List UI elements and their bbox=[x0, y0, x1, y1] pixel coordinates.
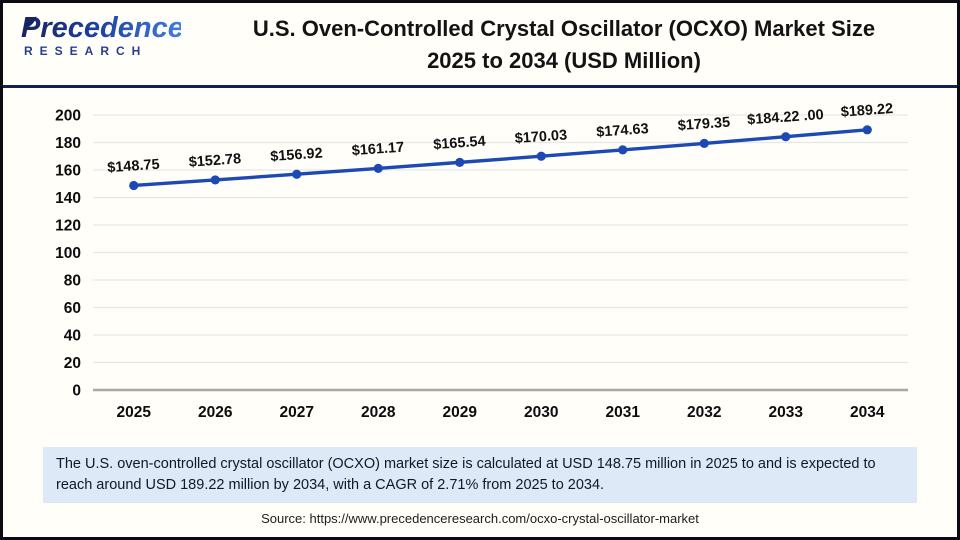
x-tick-label: 2029 bbox=[443, 404, 478, 421]
point-label: $184.22 .00 bbox=[747, 107, 825, 128]
chart-title: U.S. Oven-Controlled Crystal Oscillator … bbox=[183, 13, 945, 77]
y-tick-label: 20 bbox=[64, 355, 81, 372]
point-label: $165.54 bbox=[433, 134, 486, 154]
data-point bbox=[292, 169, 302, 179]
point-label: $156.92 bbox=[270, 145, 323, 165]
chart-title-line1: U.S. Oven-Controlled Crystal Oscillator … bbox=[252, 16, 876, 41]
x-tick-label: 2027 bbox=[280, 404, 314, 421]
point-label: $170.03 bbox=[514, 127, 567, 147]
y-tick-label: 80 bbox=[64, 273, 81, 290]
data-point bbox=[210, 175, 220, 185]
chart-title-line2: 2025 to 2034 (USD Million) bbox=[427, 48, 701, 73]
x-tick-label: 2026 bbox=[198, 404, 233, 421]
leaf-icon bbox=[24, 16, 37, 29]
y-tick-label: 140 bbox=[55, 190, 81, 207]
x-tick-label: 2031 bbox=[606, 404, 641, 421]
x-tick-label: 2028 bbox=[361, 404, 396, 421]
data-point bbox=[129, 180, 139, 191]
line-chart: 0 20 40 60 80 100 120 140 160 180 200 2025 2026 2027 2… bbox=[23, 95, 943, 443]
point-label: $179.35 bbox=[677, 115, 730, 135]
source-line: Source: https://www.precedenceresearch.c… bbox=[261, 511, 699, 526]
x-tick-label: 2032 bbox=[687, 404, 721, 421]
x-tick-label: 2033 bbox=[769, 404, 804, 421]
data-point bbox=[536, 151, 546, 161]
point-label: $161.17 bbox=[351, 140, 404, 160]
brand-logo: Precedence RESEARCH bbox=[21, 12, 184, 58]
y-tick-label: 180 bbox=[55, 135, 81, 152]
data-point bbox=[455, 157, 465, 167]
x-tick-label: 2034 bbox=[850, 404, 885, 421]
header: Precedence RESEARCH U.S. Oven-Controlled… bbox=[3, 3, 957, 85]
header-divider bbox=[3, 85, 957, 88]
summary-note: The U.S. oven-controlled crystal oscilla… bbox=[43, 447, 917, 503]
data-point bbox=[373, 163, 383, 173]
y-tick-label: 100 bbox=[55, 245, 81, 262]
data-point bbox=[699, 138, 709, 148]
chart-svg: 0 20 40 60 80 100 120 140 160 180 200 2025 2026 2027 2… bbox=[55, 101, 908, 421]
data-point bbox=[862, 125, 872, 135]
x-tick-label: 2030 bbox=[524, 404, 558, 421]
data-point bbox=[781, 132, 791, 142]
brand-name: Precedence bbox=[21, 12, 184, 44]
y-tick-label: 200 bbox=[55, 108, 81, 125]
y-tick-label: 120 bbox=[55, 218, 81, 235]
point-label: $189.22 bbox=[840, 101, 893, 121]
point-label: $174.63 bbox=[596, 121, 649, 141]
series-line bbox=[132, 128, 869, 188]
y-tick-label: 40 bbox=[64, 328, 81, 345]
point-label: $152.78 bbox=[188, 151, 241, 171]
brand-subname: RESEARCH bbox=[24, 44, 148, 58]
y-tick-label: 60 bbox=[64, 300, 81, 317]
y-tick-label: 0 bbox=[72, 383, 81, 400]
data-point bbox=[618, 145, 628, 155]
x-tick-label: 2025 bbox=[117, 404, 152, 421]
point-label: $148.75 bbox=[107, 157, 160, 177]
y-tick-label: 160 bbox=[55, 163, 81, 180]
